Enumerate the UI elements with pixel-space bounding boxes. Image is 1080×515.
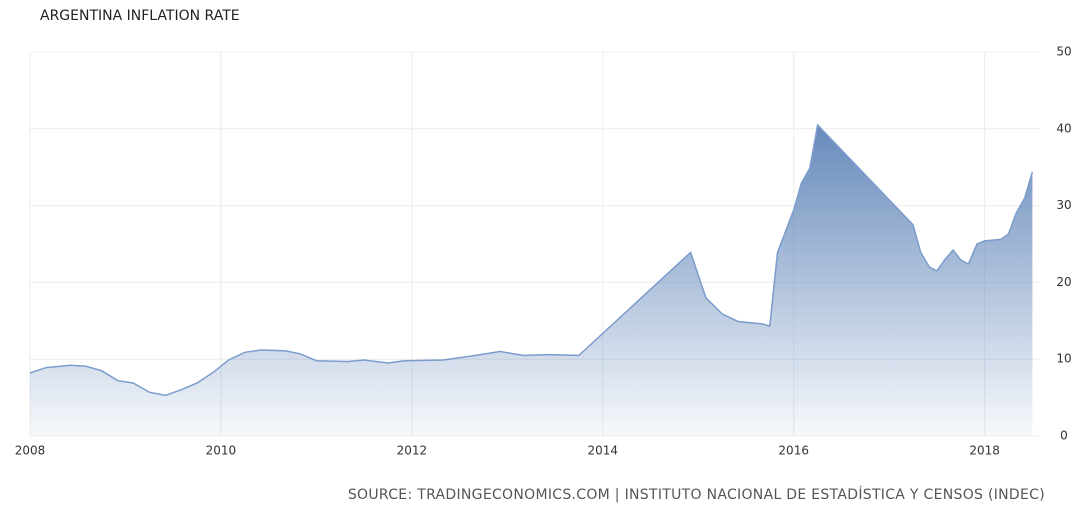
x-tick-label: 2014 bbox=[588, 444, 619, 458]
area-fill bbox=[30, 125, 1033, 436]
x-tick-label: 2010 bbox=[206, 444, 237, 458]
y-tick-label: 0 bbox=[1060, 429, 1068, 443]
x-tick-label: 2018 bbox=[969, 444, 1000, 458]
y-tick-label: 50 bbox=[1056, 45, 1071, 59]
x-tick-label: 2012 bbox=[397, 444, 428, 458]
y-tick-label: 40 bbox=[1056, 121, 1071, 135]
x-tick-label: 2008 bbox=[15, 444, 46, 458]
line bbox=[29, 123, 1034, 397]
source-note: SOURCE: TRADINGECONOMICS.COM | INSTITUTO… bbox=[348, 486, 1045, 503]
chart-title: ARGENTINA INFLATION RATE bbox=[40, 8, 240, 24]
x-tick-label: 2016 bbox=[778, 444, 809, 458]
y-tick-label: 10 bbox=[1056, 352, 1071, 366]
y-tick-label: 30 bbox=[1056, 198, 1071, 212]
y-tick-label: 20 bbox=[1056, 275, 1071, 289]
